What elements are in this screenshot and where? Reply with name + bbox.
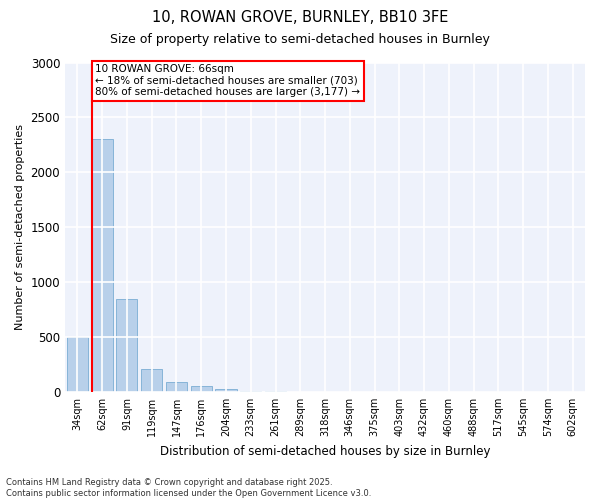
Bar bbox=[191, 386, 212, 392]
Bar bbox=[141, 369, 162, 392]
Text: 10, ROWAN GROVE, BURNLEY, BB10 3FE: 10, ROWAN GROVE, BURNLEY, BB10 3FE bbox=[152, 10, 448, 25]
Bar bbox=[240, 391, 261, 392]
Bar bbox=[166, 382, 187, 392]
Bar bbox=[215, 388, 236, 392]
Bar bbox=[116, 298, 137, 392]
Text: 10 ROWAN GROVE: 66sqm
← 18% of semi-detached houses are smaller (703)
80% of sem: 10 ROWAN GROVE: 66sqm ← 18% of semi-deta… bbox=[95, 64, 361, 98]
Y-axis label: Number of semi-detached properties: Number of semi-detached properties bbox=[15, 124, 25, 330]
Text: Size of property relative to semi-detached houses in Burnley: Size of property relative to semi-detach… bbox=[110, 32, 490, 46]
Bar bbox=[67, 337, 88, 392]
Text: Contains HM Land Registry data © Crown copyright and database right 2025.
Contai: Contains HM Land Registry data © Crown c… bbox=[6, 478, 371, 498]
X-axis label: Distribution of semi-detached houses by size in Burnley: Distribution of semi-detached houses by … bbox=[160, 444, 490, 458]
Bar bbox=[92, 140, 113, 392]
